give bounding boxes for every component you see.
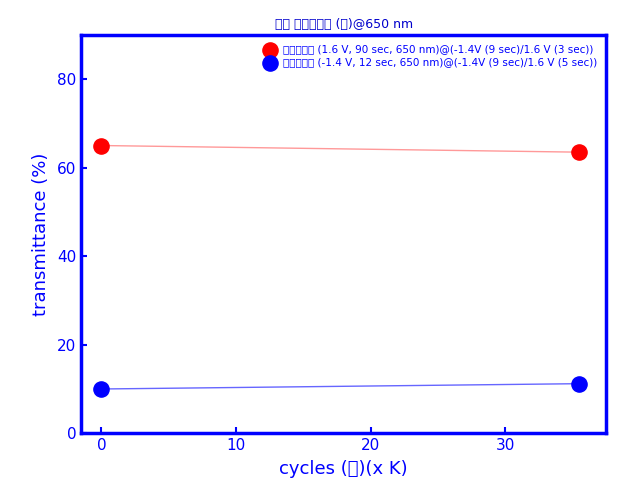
- 탈색투과도 (1.6 V, 90 sec, 650 nm)@(-1.4V (9 sec)/1.6 V (3 sec)): [574, 148, 584, 156]
- 착색투과도 (-1.4 V, 12 sec, 650 nm)@(-1.4V (9 sec)/1.6 V (5 sec)): [574, 379, 584, 387]
- Title: 내구 성실험결과 (회)@650 nm: 내구 성실험결과 (회)@650 nm: [275, 18, 413, 31]
- 탈색투과도 (1.6 V, 90 sec, 650 nm)@(-1.4V (9 sec)/1.6 V (3 sec)): [96, 141, 106, 149]
- 착색투과도 (-1.4 V, 12 sec, 650 nm)@(-1.4V (9 sec)/1.6 V (5 sec)): [96, 385, 106, 393]
- Legend: 탈색투과도 (1.6 V, 90 sec, 650 nm)@(-1.4V (9 sec)/1.6 V (3 sec)), 착색투과도 (-1.4 V, 12 s: 탈색투과도 (1.6 V, 90 sec, 650 nm)@(-1.4V (9 …: [258, 40, 601, 72]
- X-axis label: cycles (회)(x K): cycles (회)(x K): [279, 460, 408, 478]
- Y-axis label: transmittance (%): transmittance (%): [32, 152, 50, 316]
